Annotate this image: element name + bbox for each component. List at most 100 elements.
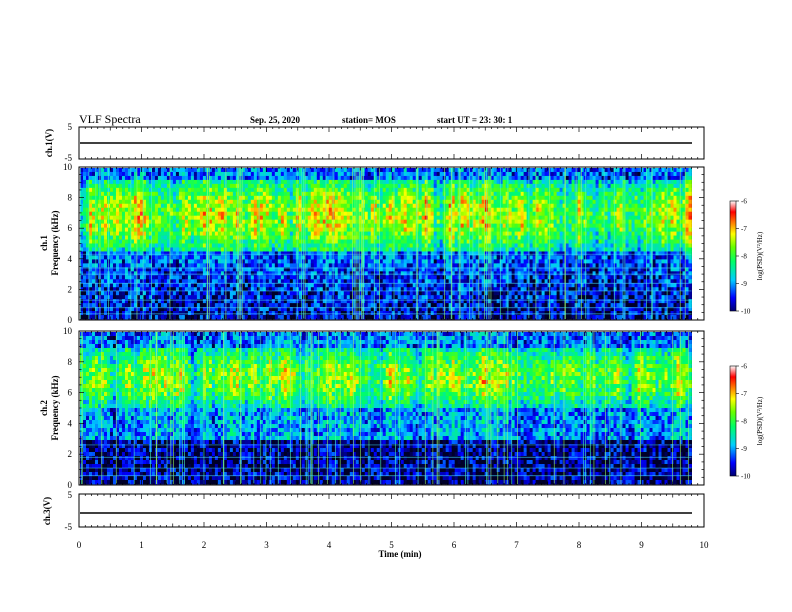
spectrogram-cell xyxy=(100,315,105,320)
spectrogram-cell xyxy=(217,263,222,268)
spectrogram-cell xyxy=(83,287,87,292)
spectrogram-cell xyxy=(127,215,132,221)
spectrogram-cell xyxy=(145,259,150,264)
spectrogram-cell xyxy=(325,219,330,225)
spectrogram-cell xyxy=(358,183,363,189)
spectrogram-cell xyxy=(232,311,237,316)
spectrogram-cell xyxy=(247,168,252,173)
spectrogram-cell xyxy=(271,207,276,213)
spectrogram-cell xyxy=(391,259,396,264)
spectrogram-cell xyxy=(86,267,90,272)
spectrogram-cell xyxy=(412,203,417,209)
spectrogram-cell xyxy=(151,279,156,284)
spectrogram-cell xyxy=(385,171,390,177)
spectrogram-cell xyxy=(241,227,246,232)
spectrogram-cell xyxy=(343,279,348,284)
spectrogram-cell xyxy=(130,231,135,236)
spectrogram-cell xyxy=(373,183,378,189)
spectrogram-cell xyxy=(80,303,84,308)
spectrogram-cell xyxy=(127,279,132,284)
spectrogram-cell xyxy=(229,219,234,225)
spectrogram-cell xyxy=(448,175,453,181)
spectrogram-cell xyxy=(250,195,255,201)
spectrogram-cell xyxy=(265,259,270,264)
spectrogram-cell xyxy=(229,283,234,288)
spectrogram-cell xyxy=(451,291,456,296)
spectrogram-cell xyxy=(169,259,174,264)
spectrogram-cell xyxy=(187,207,192,213)
spectrogram-cell xyxy=(91,207,96,213)
spectrogram-cell xyxy=(337,231,342,236)
spectrogram-cell xyxy=(397,235,402,240)
spectrogram-cell xyxy=(385,195,390,201)
spectrogram-cell xyxy=(94,219,99,225)
spectrogram-cell xyxy=(319,243,324,248)
spectrogram-cell xyxy=(325,311,330,316)
spectrogram-cell xyxy=(280,251,285,256)
spectrogram-cell xyxy=(436,251,441,256)
spectrogram-cell xyxy=(199,255,204,260)
spectrogram-cell xyxy=(364,315,369,320)
spectrogram-cell xyxy=(448,307,453,312)
spectrogram-cell xyxy=(202,295,207,300)
spectrogram-cell xyxy=(190,295,195,300)
spectrogram-cell xyxy=(313,215,318,221)
spectrogram-cell xyxy=(328,311,333,316)
spectrogram-cell xyxy=(250,255,255,260)
spectrogram-cell xyxy=(379,211,384,217)
spectrogram-cell xyxy=(220,247,225,252)
spectrogram-cell xyxy=(376,235,381,240)
spectrogram-cell xyxy=(394,211,399,217)
spectrogram-cell xyxy=(292,223,297,228)
spectrogram-cell xyxy=(418,275,423,280)
spectrogram-cell xyxy=(148,211,153,217)
spectrogram-cell xyxy=(436,203,441,209)
spectrogram-cell xyxy=(418,287,423,292)
spectrogram-cell xyxy=(379,311,384,316)
spectrogram-cell xyxy=(340,251,345,256)
spectrogram-cell xyxy=(208,223,213,228)
spectrogram-cell xyxy=(427,267,432,272)
spectrogram-cell xyxy=(133,211,138,217)
spectrogram-cell xyxy=(430,179,435,185)
spectrogram-cell xyxy=(103,287,108,292)
spectrogram-cell xyxy=(112,247,117,252)
spectrogram-cell xyxy=(112,223,117,228)
spectrogram-cell xyxy=(175,203,180,209)
spectrogram-cell xyxy=(193,307,198,312)
spectrogram-cell xyxy=(229,195,234,201)
spectrogram-cell xyxy=(154,195,159,201)
spectrogram-cell xyxy=(199,168,204,173)
spectrogram-cell xyxy=(382,179,387,185)
spectrogram-cell xyxy=(337,275,342,280)
spectrogram-cell xyxy=(298,195,303,201)
spectrogram-cell xyxy=(202,303,207,308)
spectrogram-cell xyxy=(424,168,429,173)
spectrogram-cell xyxy=(154,295,159,300)
spectrogram-cell xyxy=(145,275,150,280)
spectrogram-cell xyxy=(277,203,282,209)
spectrogram-cell xyxy=(298,227,303,232)
spectrogram-cell xyxy=(280,243,285,248)
spectrogram-cell xyxy=(373,179,378,185)
spectrogram-cell xyxy=(307,283,312,288)
spectrogram-cell xyxy=(382,315,387,320)
spectrogram-cell xyxy=(277,271,282,276)
spectrogram-cell xyxy=(331,251,336,256)
spectrogram-cell xyxy=(436,263,441,268)
spectrogram-cell xyxy=(412,179,417,185)
spectrogram-cell xyxy=(364,207,369,213)
spectrogram-cell xyxy=(367,311,372,316)
spectrogram-cell xyxy=(394,235,399,240)
spectrogram-cell xyxy=(271,307,276,312)
spectrogram-cell xyxy=(193,199,198,205)
spectrogram-cell xyxy=(367,271,372,276)
spectrogram-cell xyxy=(133,239,138,244)
spectrogram-cell xyxy=(157,231,162,236)
spectrogram-cell xyxy=(364,219,369,225)
spectrogram-cell xyxy=(412,215,417,221)
spectrogram-cell xyxy=(133,275,138,280)
spectrogram-cell xyxy=(382,247,387,252)
spectrogram-cell xyxy=(397,271,402,276)
spectrogram-cell xyxy=(358,251,363,256)
